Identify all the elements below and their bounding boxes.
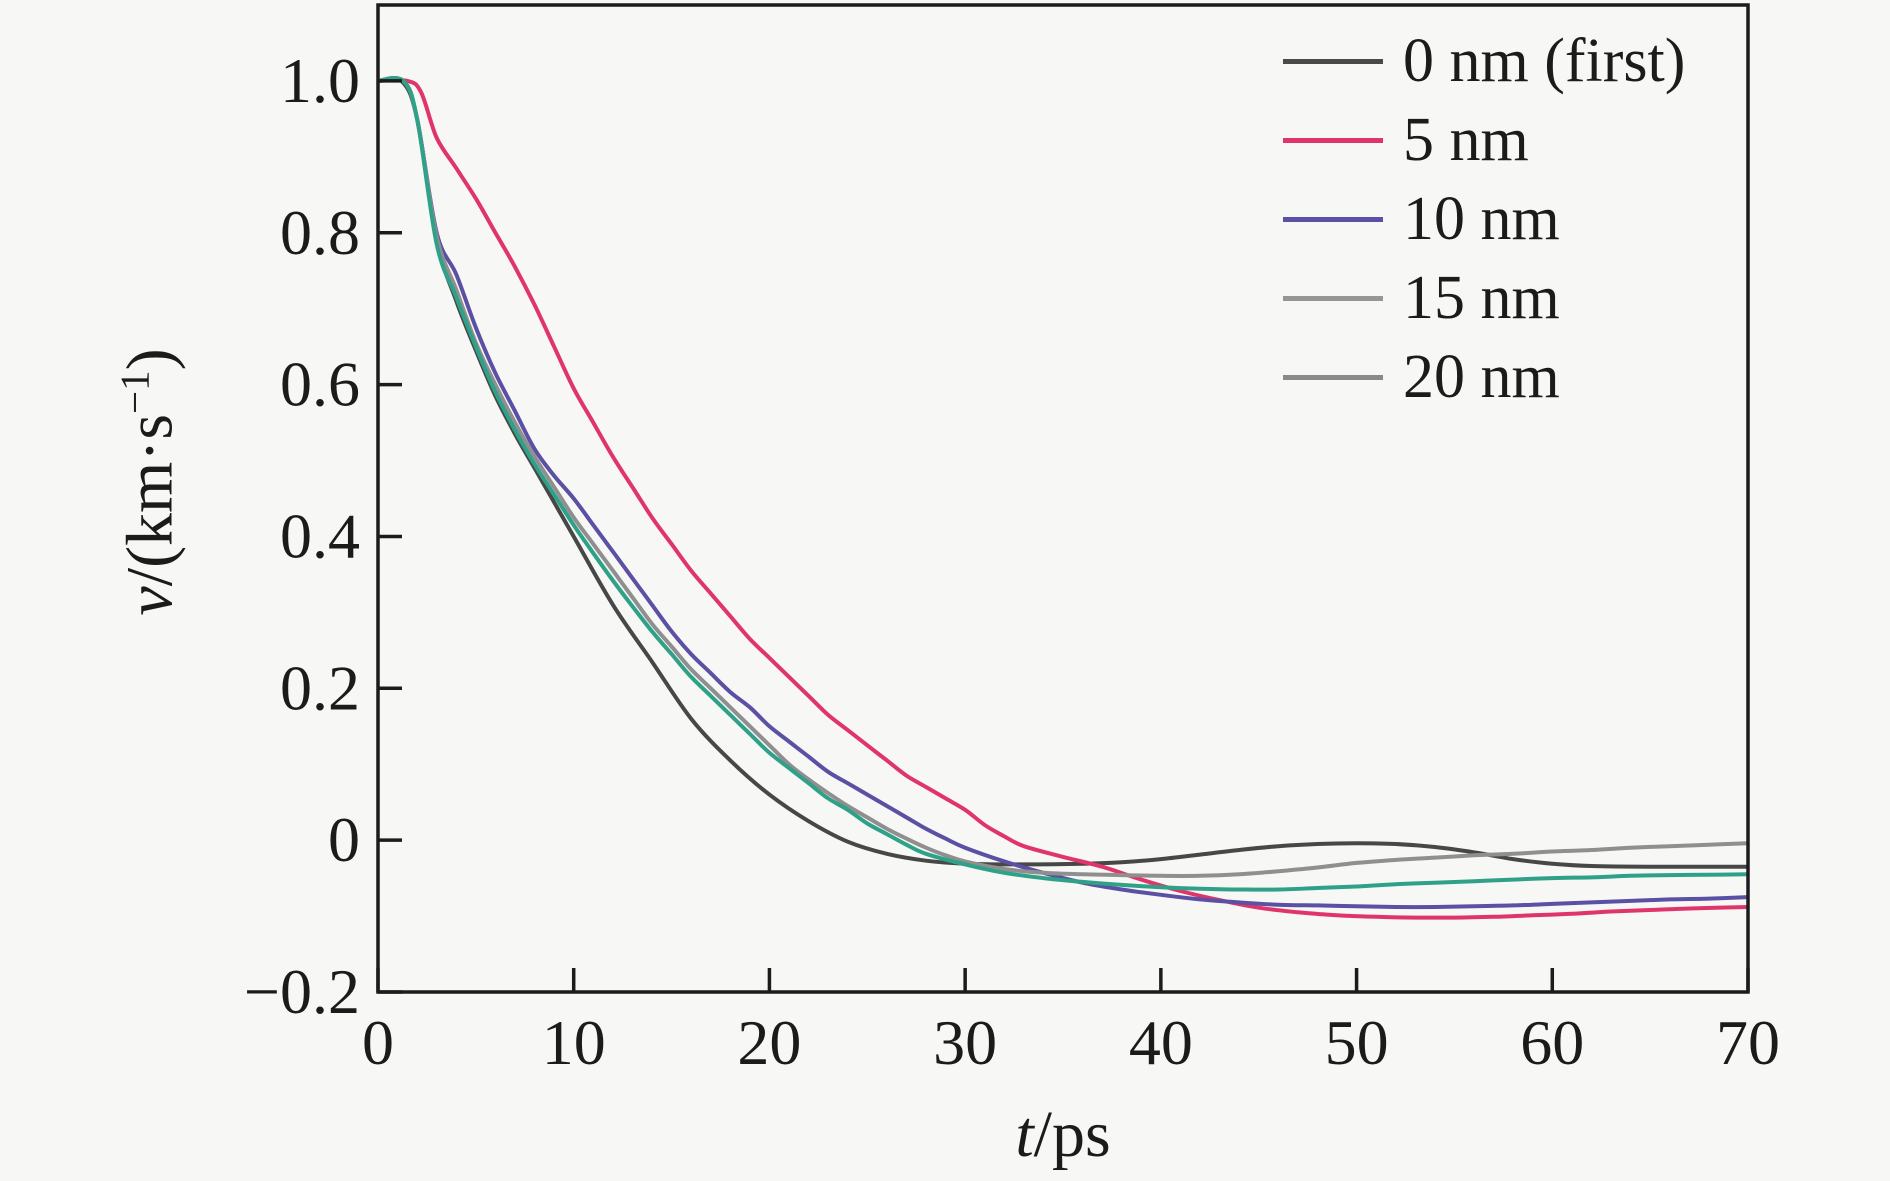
legend-line-swatch-15nm [1283, 296, 1383, 301]
x-tick-label-50: 50 [1325, 1007, 1389, 1078]
series-line-20-nm [378, 76, 1748, 892]
x-axis-variable: t [1015, 1098, 1034, 1171]
legend-entry-0nm: 0 nm (first) [1283, 22, 1685, 101]
legend-line-swatch-0nm [1283, 59, 1383, 64]
x-tick-label-10: 10 [542, 1007, 606, 1078]
x-tick-label-40: 40 [1129, 1007, 1193, 1078]
legend-line-swatch-5nm [1283, 138, 1383, 143]
y-axis-variable: v [113, 586, 187, 616]
series-line-10-nm [378, 76, 1748, 910]
plot-border [376, 3, 1750, 994]
y-tick-label-0.6: 0.6 [280, 349, 360, 420]
y-tick-label-0.4: 0.4 [280, 500, 360, 571]
x-tick-label-70: 70 [1716, 1007, 1780, 1078]
x-axis-unit: /ps [1033, 1098, 1111, 1171]
y-axis-unit-exponent: −1 [112, 370, 158, 414]
y-tick-label-1.0: 1.0 [280, 45, 360, 116]
legend-entry-15nm: 15 nm [1283, 259, 1685, 338]
legend: 0 nm (first) 5 nm 10 nm 15 nm 20 nm [1283, 22, 1685, 417]
y-axis-label: v/(km·s−1) [112, 348, 189, 615]
legend-line-swatch-10nm [1283, 217, 1383, 222]
x-tick-label-0: 0 [362, 1007, 394, 1078]
y-axis-unit-pre: /(km·s [113, 413, 187, 587]
y-tick-label-−0.2: −0.2 [244, 956, 360, 1027]
legend-entry-5nm: 5 nm [1283, 101, 1685, 180]
legend-line-swatch-20nm [1283, 375, 1383, 380]
legend-label-10nm: 10 nm [1403, 185, 1560, 253]
legend-entry-20nm: 20 nm [1283, 338, 1685, 417]
legend-label-20nm: 20 nm [1403, 343, 1560, 411]
x-tick-label-20: 20 [737, 1007, 801, 1078]
x-tick-label-60: 60 [1520, 1007, 1584, 1078]
series-line-15-nm [378, 76, 1748, 878]
legend-entry-10nm: 10 nm [1283, 180, 1685, 259]
y-axis-unit-post: ) [113, 348, 187, 371]
y-tick-label-0.8: 0.8 [280, 197, 360, 268]
legend-label-0nm: 0 nm (first) [1403, 27, 1686, 95]
legend-label-5nm: 5 nm [1403, 106, 1529, 174]
x-tick-label-30: 30 [933, 1007, 997, 1078]
x-axis-label: t/ps [1015, 1097, 1110, 1173]
legend-label-15nm: 15 nm [1403, 264, 1560, 332]
y-tick-label-0: 0 [328, 804, 360, 875]
series-line-5-nm [378, 78, 1748, 920]
y-tick-label-0.2: 0.2 [280, 652, 360, 723]
